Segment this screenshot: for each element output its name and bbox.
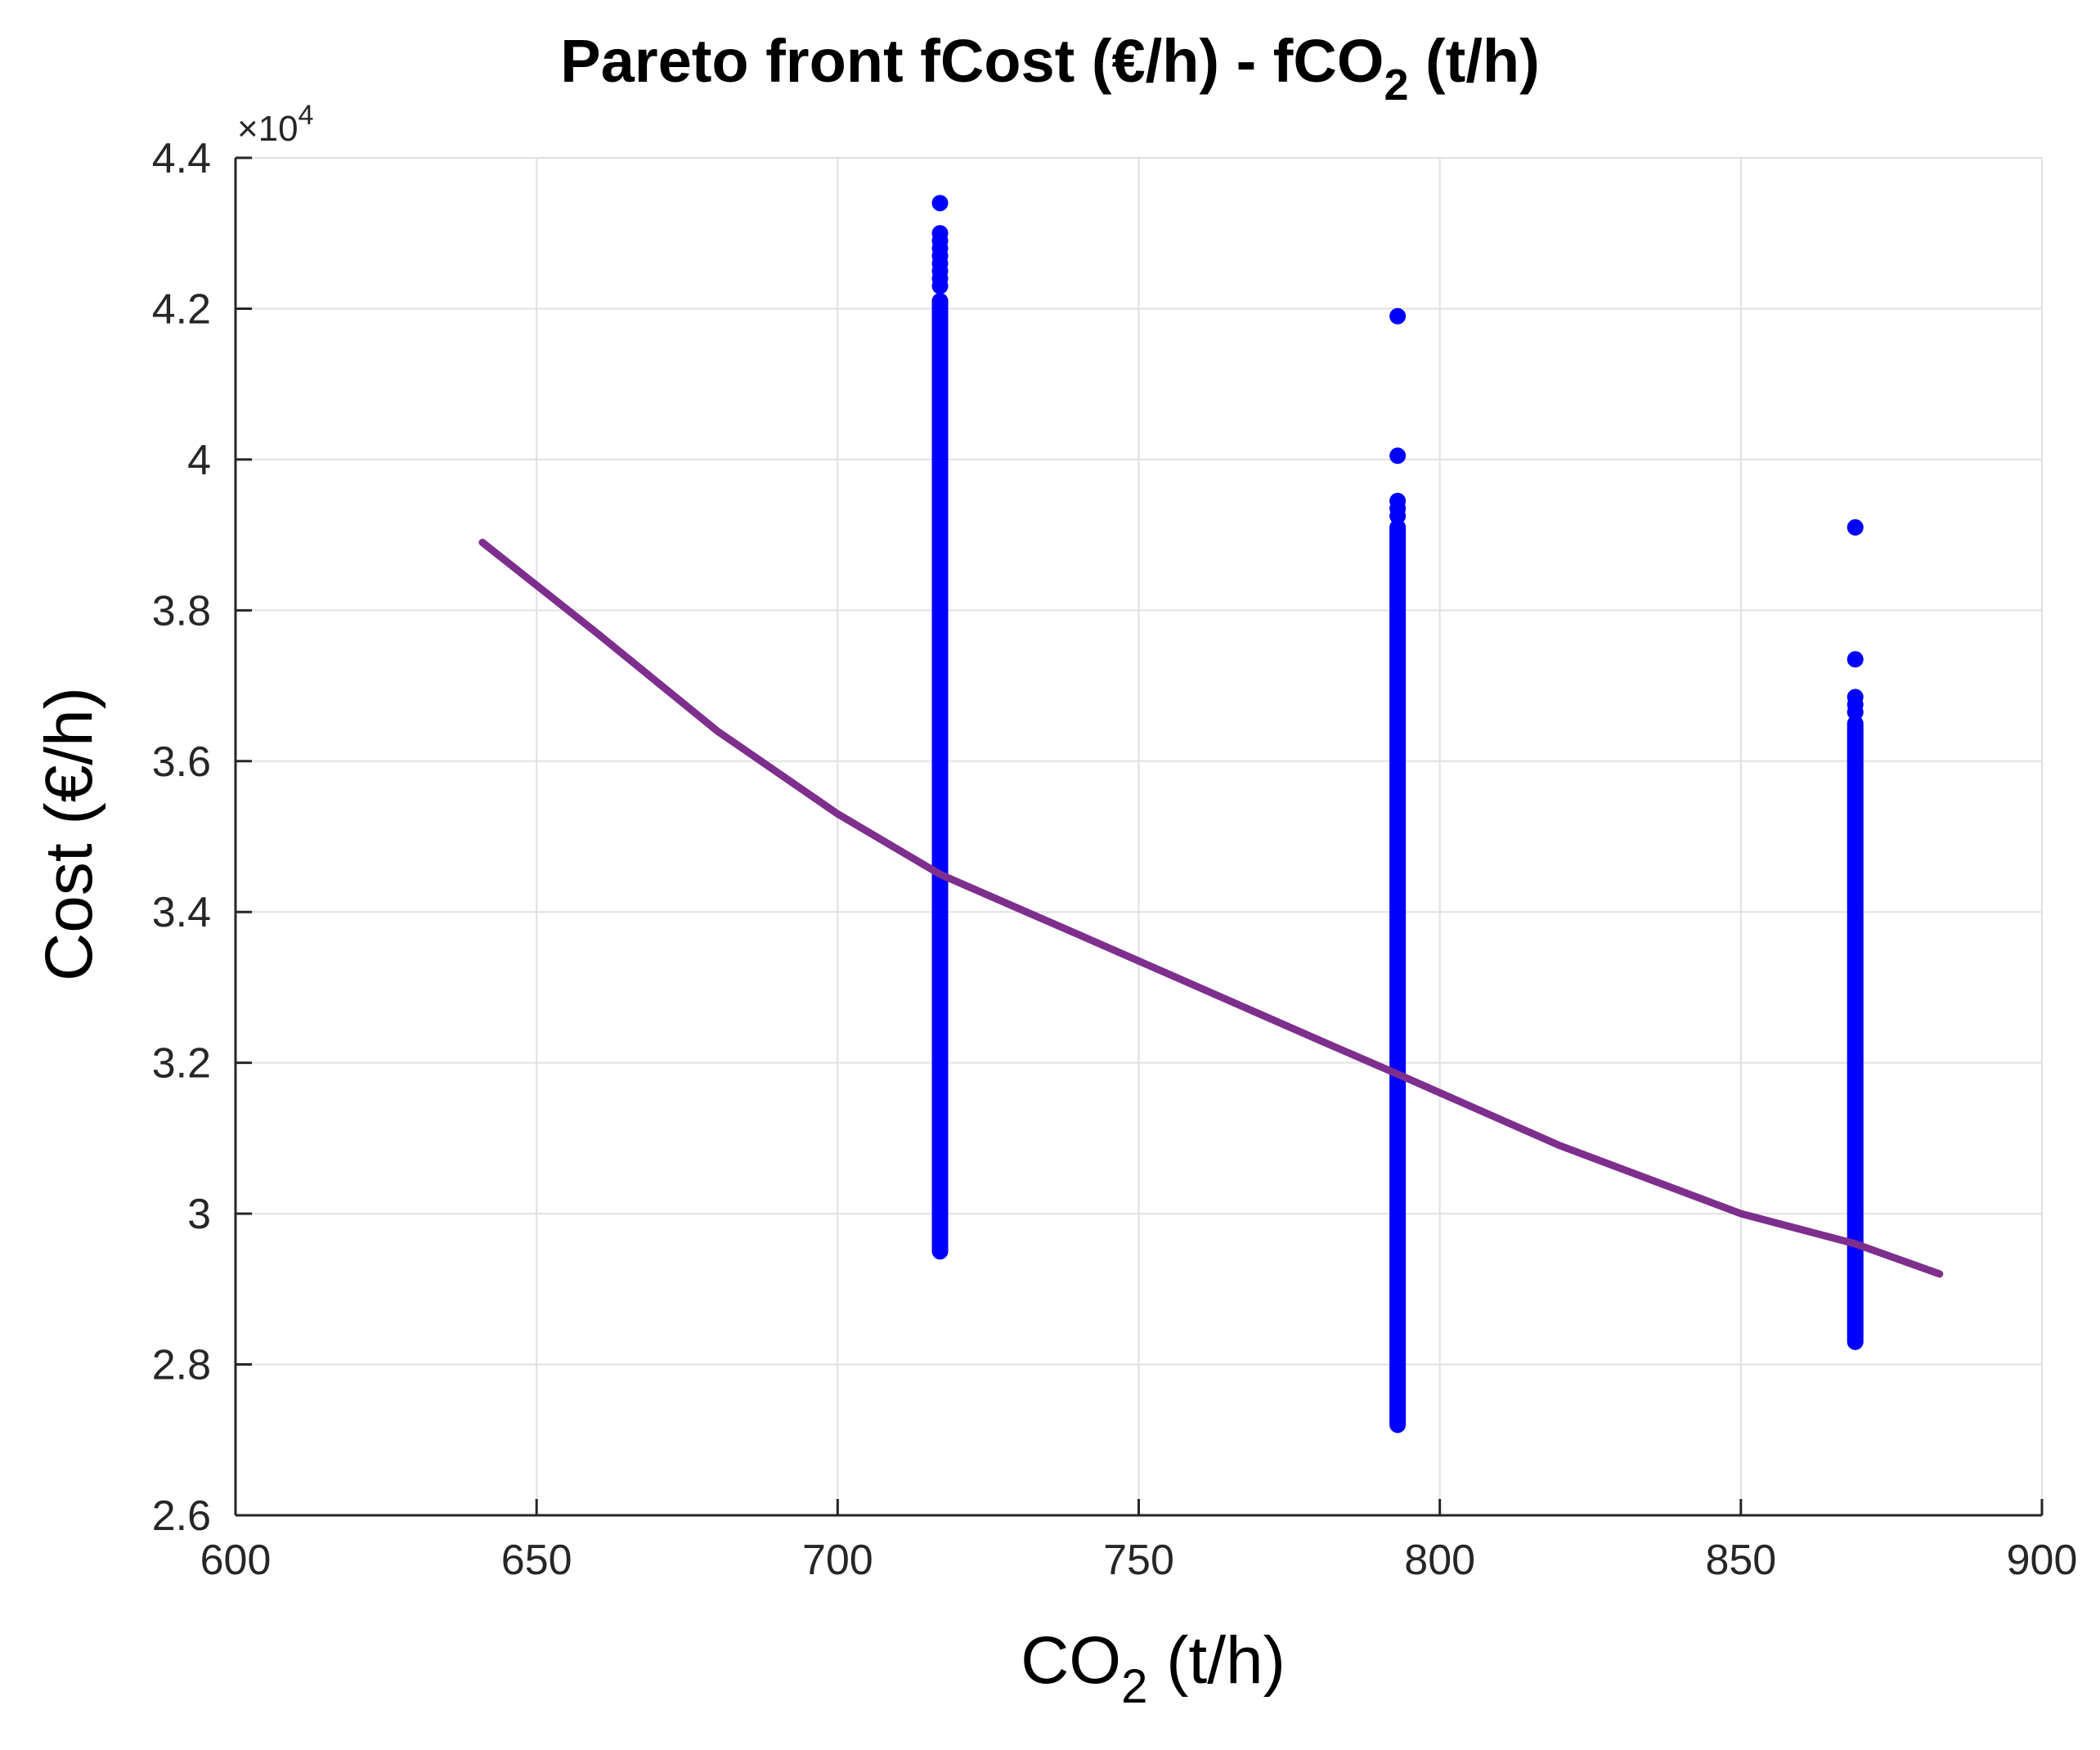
scatter-point (931, 195, 949, 212)
y-tick-label: 3 (187, 1191, 211, 1238)
x-tick-label: 650 (501, 1537, 572, 1584)
scatter-point (1389, 508, 1407, 525)
chart-title-main: Pareto front fCost (€/h) - fCO (560, 27, 1384, 95)
chart-title-subscript: 2 (1384, 61, 1408, 110)
x-tick-label: 850 (1705, 1537, 1776, 1584)
scatter-point (931, 293, 949, 310)
scatter-point (1389, 307, 1407, 325)
grid-lines (235, 157, 2043, 1516)
y-tick-label: 4.4 (152, 135, 211, 182)
chart-title-tail: (t/h) (1408, 27, 1539, 95)
x-tick-label: 800 (1404, 1537, 1475, 1584)
tick-labels: 600 650 700 750 800 850 900 2.6 2.8 3 3.2 3.4 3.6 3.8… (152, 135, 2078, 1584)
y-tick-label: 4.2 (152, 285, 211, 333)
x-axis-label-main: CO (1021, 1623, 1121, 1698)
x-axis-label-tail: (t/h) (1147, 1623, 1286, 1698)
scatter-point (1846, 703, 1864, 720)
scatter-point (1846, 651, 1864, 668)
y-tick-label: 4 (187, 437, 211, 484)
x-axis-label-subscript: 2 (1121, 1660, 1147, 1713)
x-tick-label: 750 (1103, 1537, 1174, 1584)
y-tick-label: 2.6 (152, 1492, 211, 1540)
y-tick-label: 3.4 (152, 889, 211, 936)
y-tick-label: 3.8 (152, 587, 211, 635)
y-tick-label: 3.6 (152, 738, 211, 786)
x-tick-label: 900 (2007, 1537, 2078, 1584)
y-axis-exponent-prefix: ×10 (237, 109, 298, 149)
pareto-front-line (478, 538, 1944, 1278)
chart-title: Pareto front fCost (€/h) - fCO2 (t/h) (560, 27, 1539, 110)
y-tick-label: 2.8 (152, 1342, 211, 1389)
x-tick-label: 700 (802, 1537, 873, 1584)
scatter-point (1846, 518, 1864, 536)
y-axis-exponent-power: 4 (298, 100, 314, 131)
scatter-point (931, 277, 949, 294)
axes (234, 156, 2044, 1517)
y-tick-label: 3.2 (152, 1040, 211, 1088)
x-tick-label: 600 (200, 1537, 271, 1584)
scatter-point (1389, 447, 1407, 464)
scatter-series (931, 195, 1864, 1434)
y-axis-label: Cost (€/h) (32, 687, 106, 981)
y-axis-exponent: ×104 (237, 100, 314, 149)
x-axis-label: CO2 (t/h) (1021, 1623, 1286, 1713)
pareto-front-series (478, 538, 1944, 1278)
